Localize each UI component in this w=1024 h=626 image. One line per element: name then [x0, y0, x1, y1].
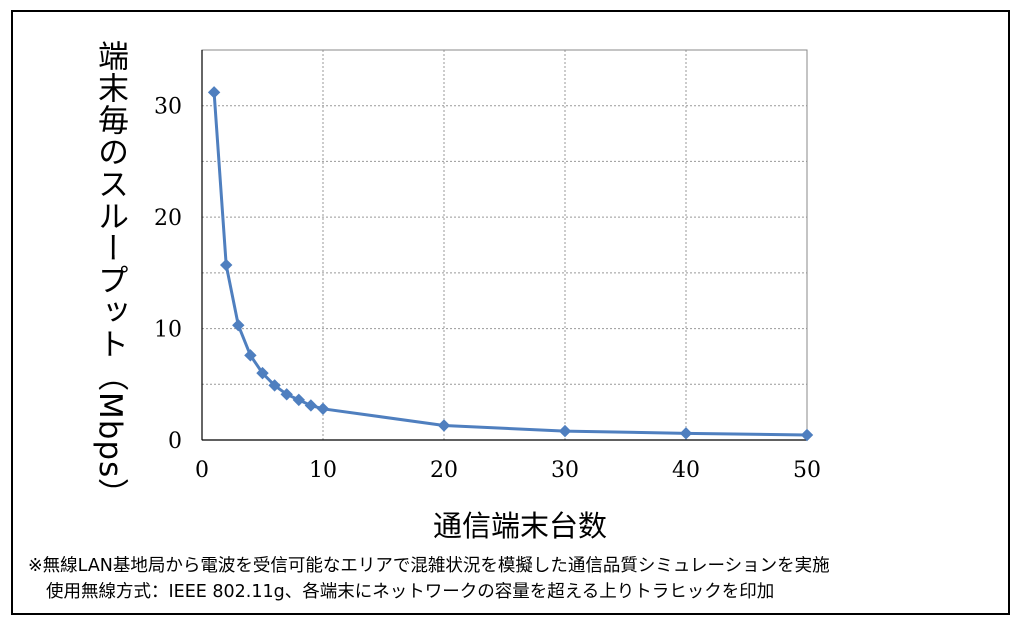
- series-line: [212, 92, 808, 437]
- data-point: [280, 388, 293, 401]
- note-line-1: ※無線LAN基地局から電波を受信可能なエリアで混雑状況を模擬した通信品質シミュレ…: [28, 556, 830, 576]
- data-point: [316, 402, 330, 416]
- data-point: [292, 393, 306, 407]
- data-point: [437, 419, 451, 432]
- data-point: [679, 427, 693, 440]
- x-tick-label: 30: [551, 458, 579, 483]
- data-point: [800, 428, 814, 442]
- x-tick-label: 0: [195, 458, 209, 483]
- data-point: [244, 349, 257, 362]
- y-tick-label: 0: [168, 429, 182, 454]
- data-point: [232, 319, 245, 332]
- y-tick-label: 10: [154, 318, 182, 343]
- data-point: [558, 424, 572, 438]
- data-point: [256, 366, 269, 380]
- x-tick-label: 50: [793, 458, 821, 483]
- data-point: [219, 258, 233, 272]
- y-tick-label: 20: [154, 206, 182, 231]
- data-point: [268, 379, 281, 392]
- plot-area: [202, 50, 807, 440]
- x-tick-label: 40: [672, 458, 700, 483]
- data-point: [207, 86, 221, 99]
- x-tick-label: 10: [309, 458, 337, 483]
- x-tick-label: 20: [430, 458, 458, 483]
- note-line-2: 使用無線方式：IEEE 802.11g、各端末にネットワークの容量を超える上りト…: [46, 582, 775, 602]
- data-point: [304, 399, 318, 412]
- x-axis-label: 通信端末台数: [432, 509, 607, 543]
- y-axis-label: 端末毎のスループット（Mbps）: [88, 40, 132, 510]
- y-tick-label: 30: [154, 95, 182, 120]
- y-axis-label-text: 端末毎のスループット（Mbps）: [92, 40, 128, 511]
